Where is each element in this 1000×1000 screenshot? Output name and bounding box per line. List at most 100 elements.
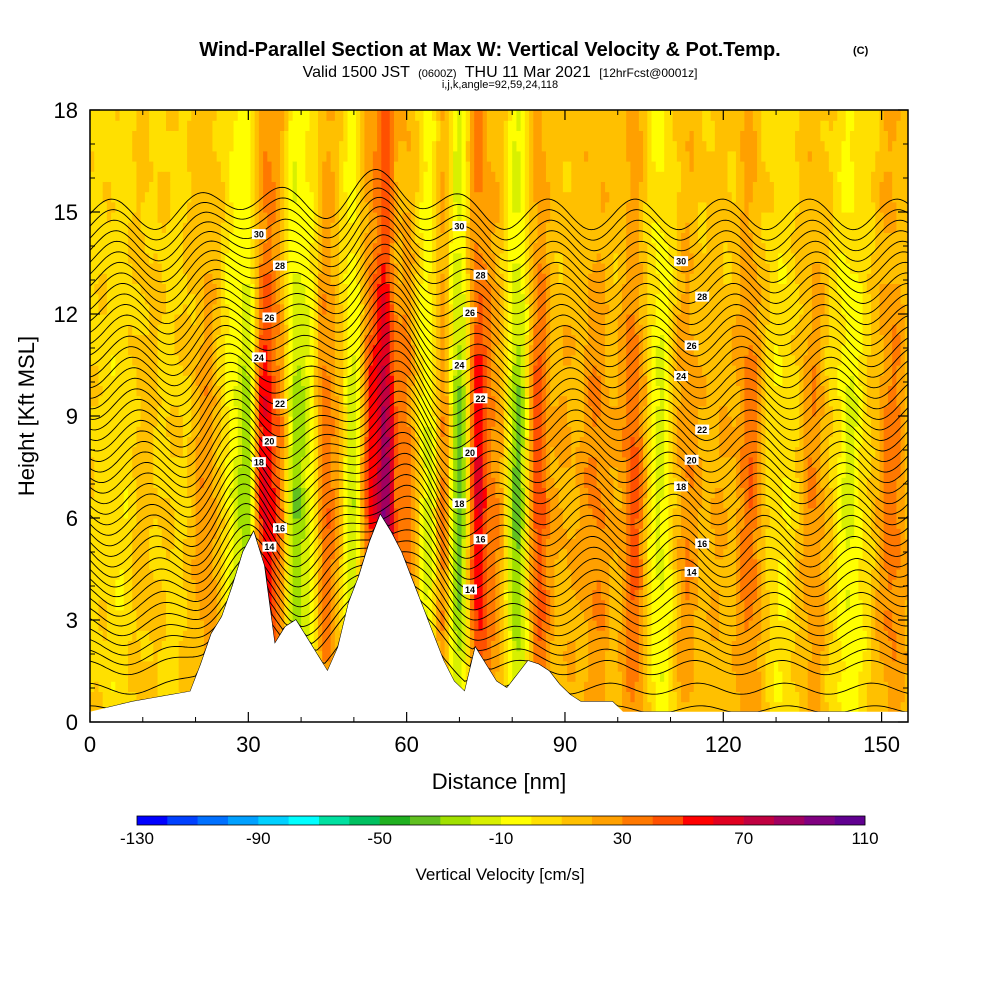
velocity-cell [398,436,404,448]
velocity-cell [187,283,192,295]
velocity-cell [275,303,281,315]
velocity-cell [111,222,116,233]
velocity-cell [153,589,159,601]
velocity-cell [178,212,184,223]
velocity-cell [431,242,437,254]
velocity-cell [241,405,247,417]
velocity-cell [90,385,95,397]
velocity-cell [237,130,243,142]
velocity-cell [431,191,437,203]
velocity-cell [161,324,167,335]
velocity-cell [187,599,192,611]
velocity-cell [203,191,209,203]
velocity-cell [326,161,332,172]
velocity-cell [187,242,192,254]
velocity-cell [161,171,167,182]
velocity-cell [258,385,264,397]
velocity-cell [427,242,433,254]
velocity-cell [436,252,442,264]
velocity-cell [355,232,361,244]
velocity-cell [111,375,116,386]
velocity-cell [275,589,281,601]
velocity-cell [174,599,180,611]
velocity-cell [199,303,205,315]
velocity-cell [90,150,95,162]
velocity-cell [153,344,159,356]
velocity-cell [241,161,247,172]
velocity-cell [203,201,209,213]
velocity-cell [355,252,361,264]
velocity-cell [393,416,399,427]
velocity-cell [165,589,171,601]
velocity-cell [90,161,95,172]
velocity-cell [111,650,116,662]
velocity-cell [241,426,247,437]
velocity-cell [208,303,214,315]
velocity-cell [149,242,154,254]
velocity-cell [284,416,290,427]
velocity-cell [351,201,357,213]
velocity-cell [119,589,125,601]
velocity-cell [161,252,167,264]
velocity-cell [191,140,197,152]
velocity-cell [301,283,306,295]
velocity-cell [301,120,306,131]
velocity-cell [267,589,273,601]
velocity-cell [292,589,298,601]
velocity-cell [187,344,192,356]
velocity-cell [229,222,235,233]
velocity-cell [313,375,319,386]
velocity-cell [241,191,247,203]
velocity-cell [246,232,252,244]
velocity-cell [191,558,197,570]
velocity-cell [347,140,353,152]
velocity-cell [258,405,264,417]
velocity-cell [288,303,294,315]
velocity-cell [385,263,391,274]
velocity-cell [381,150,387,162]
velocity-cell [301,518,306,529]
velocity-cell [157,222,163,233]
velocity-cell [284,467,290,478]
velocity-cell [296,426,302,437]
velocity-cell [119,395,125,407]
velocity-cell [195,263,201,274]
velocity-cell [153,171,159,182]
velocity-cell [132,191,138,203]
velocity-cell [149,538,154,550]
velocity-cell [309,324,315,335]
velocity-cell [119,538,125,550]
velocity-cell [275,354,281,366]
velocity-cell [90,293,95,305]
velocity-cell [275,467,281,478]
velocity-cell [385,456,391,468]
velocity-cell [415,120,420,131]
velocity-cell [140,599,146,611]
velocity-cell [102,548,108,560]
velocity-cell [229,150,235,162]
velocity-cell [267,273,273,284]
velocity-cell [377,150,382,162]
velocity-cell [334,303,340,315]
velocity-cell [98,671,104,682]
velocity-cell [343,599,349,611]
velocity-cell [195,609,201,621]
velocity-cell [225,426,230,437]
velocity-cell [195,589,201,601]
velocity-cell [279,375,285,386]
velocity-cell [157,314,163,325]
velocity-cell [170,181,176,193]
velocity-cell [90,140,95,152]
velocity-cell [178,385,184,397]
velocity-cell [364,497,370,509]
velocity-cell [170,293,176,305]
velocity-cell [136,416,142,427]
velocity-cell [334,334,340,346]
velocity-cell [309,477,315,488]
velocity-cell [250,140,256,152]
velocity-cell [305,110,311,121]
velocity-cell [326,548,332,560]
velocity-cell [292,212,298,223]
velocity-cell [288,599,294,611]
velocity-cell [322,579,328,590]
